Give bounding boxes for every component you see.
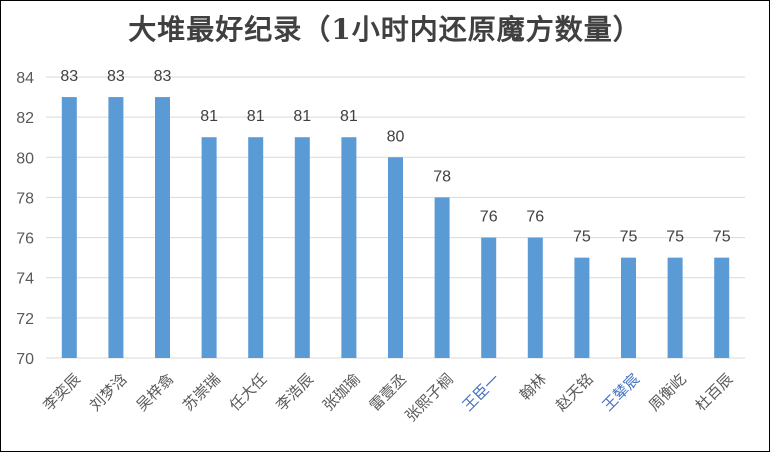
data-label: 83 <box>107 68 125 85</box>
category-label: 杜百辰 <box>692 370 737 415</box>
data-label: 76 <box>480 209 498 226</box>
bar <box>108 97 124 359</box>
data-label: 75 <box>620 229 638 246</box>
bar <box>388 157 403 358</box>
y-tick-label: 80 <box>16 150 34 167</box>
y-tick-label: 74 <box>16 271 34 288</box>
y-tick-label: 76 <box>16 231 34 248</box>
bar <box>434 197 450 358</box>
data-labels: 83 83 83 81 81 81 81 80 78 76 76 75 75 75 75 <box>60 68 730 246</box>
category-label: 李奕辰 <box>39 370 84 415</box>
category-label: 张珈瑜 <box>319 370 364 415</box>
data-label: 81 <box>200 108 218 125</box>
data-label: 81 <box>247 108 265 125</box>
bar <box>574 257 590 358</box>
bar <box>481 237 497 358</box>
bar <box>621 257 636 358</box>
x-axis: 李奕辰 刘梦浛 吴梓翕 苏崇瑞 任大任 李浩辰 张珈瑜 雷壹丞张熙子榈 王臣一 翰林 赵天铭 王辇宸周… <box>39 370 736 425</box>
category-label: 王辇宸 <box>599 370 644 415</box>
category-label: 翰林 <box>516 370 550 404</box>
category-label: 任大任 <box>226 370 271 415</box>
y-tick-label: 72 <box>16 311 34 328</box>
category-label: 赵天铭 <box>552 370 597 415</box>
data-label: 80 <box>387 128 405 145</box>
chart-title: 大堆最好纪录（1小时内还原魔方数量） <box>128 13 642 46</box>
data-label: 75 <box>713 229 731 246</box>
bar <box>527 237 543 358</box>
data-label: 75 <box>666 229 684 246</box>
category-label: 李浩辰 <box>272 370 317 415</box>
y-tick-label: 84 <box>16 70 34 87</box>
bar <box>294 137 310 358</box>
category-label: 周衡屹 <box>645 370 690 415</box>
y-axis: 70 72 74 76 78 80 82 84 <box>16 70 34 368</box>
y-tick-label: 82 <box>16 110 34 127</box>
data-label: 76 <box>526 209 544 226</box>
data-label: 83 <box>60 68 78 85</box>
category-label: 苏崇瑞 <box>179 370 224 415</box>
category-label: 吴梓翕 <box>133 370 178 415</box>
bar <box>248 137 264 358</box>
data-label: 75 <box>573 229 591 246</box>
bars <box>61 97 730 359</box>
bar <box>155 97 170 359</box>
bar <box>341 137 357 358</box>
data-label: 83 <box>154 68 172 85</box>
category-label: 雷壹丞 <box>366 370 411 415</box>
y-tick-label: 70 <box>16 351 34 368</box>
data-label: 81 <box>293 108 311 125</box>
category-label: 王臣一 <box>459 370 504 415</box>
data-label: 78 <box>433 168 451 185</box>
category-label: 张熙子榈 <box>402 370 457 425</box>
bar <box>61 97 77 359</box>
y-tick-label: 78 <box>16 190 34 207</box>
bar <box>667 257 683 358</box>
bar <box>201 137 217 358</box>
category-label: 刘梦浛 <box>86 370 131 415</box>
bar <box>714 257 730 358</box>
data-label: 81 <box>340 108 358 125</box>
